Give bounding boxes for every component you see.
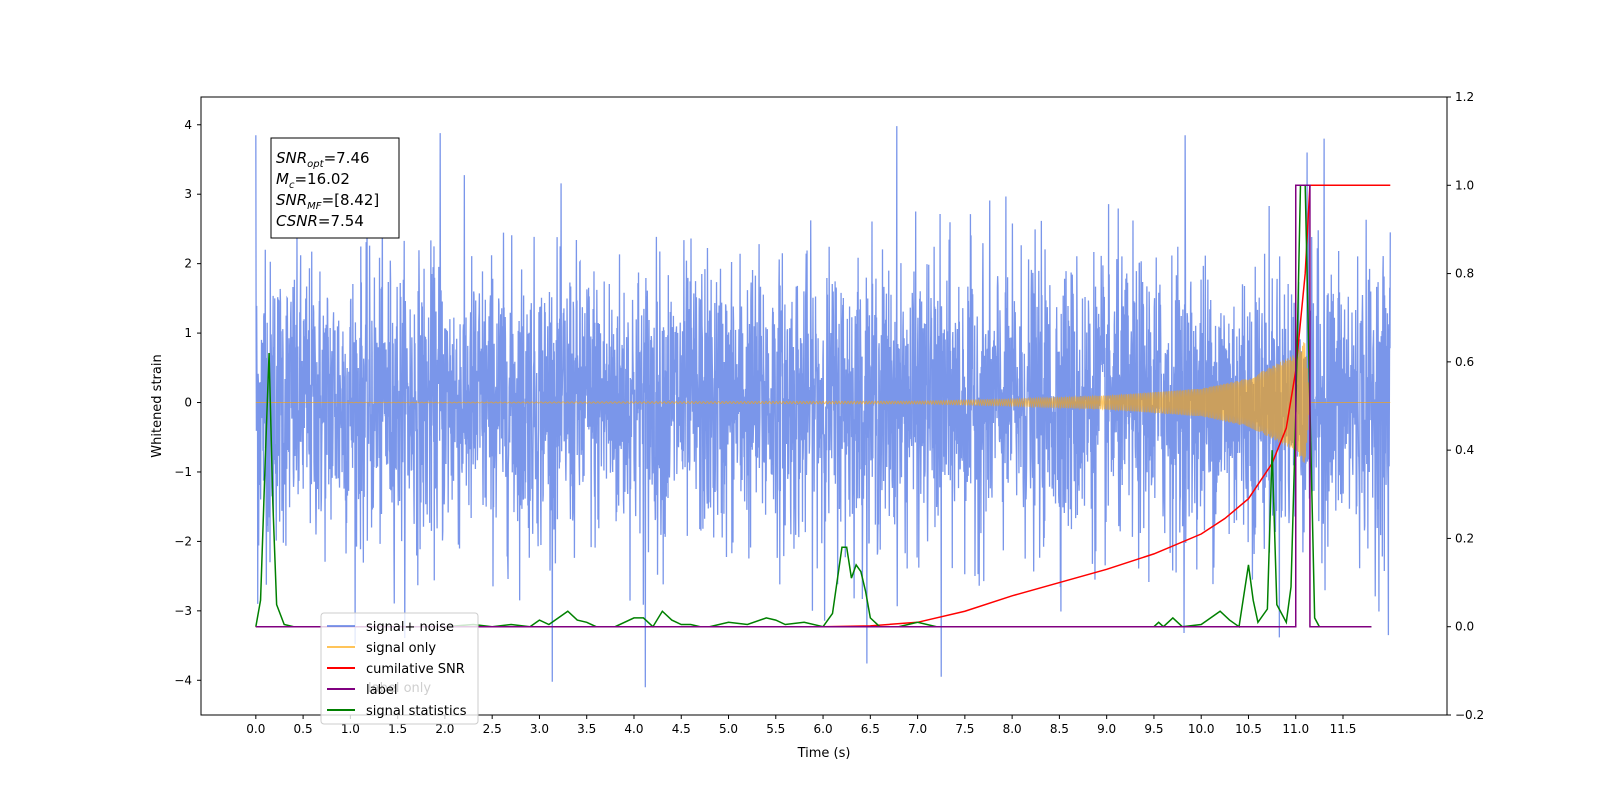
y-axis-right: −0.2 0.0 0.2 0.4 0.6 0.8 1.0 1.2 [1447,90,1484,722]
legend-label: signal+ noise [366,620,454,635]
y-tick-label-right: 0.2 [1455,531,1474,545]
legend-label: signal statistics [366,704,467,719]
x-tick-label: 7.5 [955,722,974,736]
legend-hidden-text: label only [368,681,431,696]
x-tick-label: 10.5 [1235,722,1262,736]
y-tick-label-right: 0.6 [1455,355,1474,369]
y-axis-left: −4 −3 −2 −1 0 1 2 3 4 [174,118,201,687]
y-tick-label-left: −1 [174,465,192,479]
legend-frame [320,612,479,725]
x-tick-label: 3.5 [577,722,596,736]
y-tick-label-right: 0.4 [1455,443,1474,457]
x-tick-label: 2.5 [483,722,502,736]
series-signal-noise-line [255,126,1391,688]
x-tick-label: 10.0 [1188,722,1215,736]
series-label-line [255,184,1372,628]
y-tick-label-left: 2 [184,257,192,271]
x-tick-label: 5.5 [766,722,785,736]
legend: label only signal+ noise signal only cumil… [320,612,479,725]
y-tick-label-right: 1.0 [1455,178,1474,192]
x-tick-label: 4.5 [672,722,691,736]
series-layer [255,126,1391,688]
x-axis: 0.0 0.5 1.0 1.5 2.0 2.5 3.0 3.5 4.0 4.5 5.0 5.5 6.0 6… [246,715,1356,736]
y-tick-label-left: −4 [174,673,192,687]
x-axis-label: Time (s) [797,746,851,761]
x-tick-label: 4.0 [624,722,643,736]
x-tick-label: 11.5 [1330,722,1357,736]
x-tick-label: 9.0 [1097,722,1116,736]
y-tick-label-left: 1 [184,326,192,340]
series-signal-only-line [255,342,1391,463]
y-tick-label-right: 1.2 [1455,90,1474,104]
x-tick-label: 6.0 [814,722,833,736]
x-tick-label: 3.0 [530,722,549,736]
x-tick-label: 6.5 [861,722,880,736]
y-tick-label-left: −3 [174,604,192,618]
annotation-line: CSNR=7.54 [276,212,364,230]
annotation-line: SNRopt=7.46 [276,149,370,170]
y-tick-label-right: 0.0 [1455,620,1474,634]
y-tick-label-left: 4 [184,118,192,132]
x-tick-label: 11.0 [1282,722,1309,736]
y-tick-label-left: 0 [184,396,192,410]
legend-label: cumilative SNR [366,662,465,677]
x-tick-label: 8.5 [1050,722,1069,736]
plot-frame [200,96,1448,716]
y-tick-label-left: −2 [174,534,192,548]
y-tick-label-left: 3 [184,187,192,201]
x-tick-label: 7.0 [908,722,927,736]
x-tick-label: 1.0 [341,722,360,736]
annotation-line: SNRMF=[8.42] [276,191,379,212]
y-tick-label-right: 0.8 [1455,267,1474,281]
legend-label: signal only [366,641,436,656]
y-axis-label-left: Whitened strain [150,354,165,457]
x-tick-label: 5.0 [719,722,738,736]
legend-label: label [366,683,397,698]
x-tick-label: 9.5 [1144,722,1163,736]
x-tick-label: 0.5 [294,722,313,736]
x-tick-label: 8.0 [1003,722,1022,736]
x-tick-label: 2.0 [435,722,454,736]
annotation-line: Mc=16.02 [276,170,350,191]
y-tick-label-right: −0.2 [1455,708,1484,722]
x-tick-label: 1.5 [388,722,407,736]
x-tick-label: 0.0 [246,722,265,736]
